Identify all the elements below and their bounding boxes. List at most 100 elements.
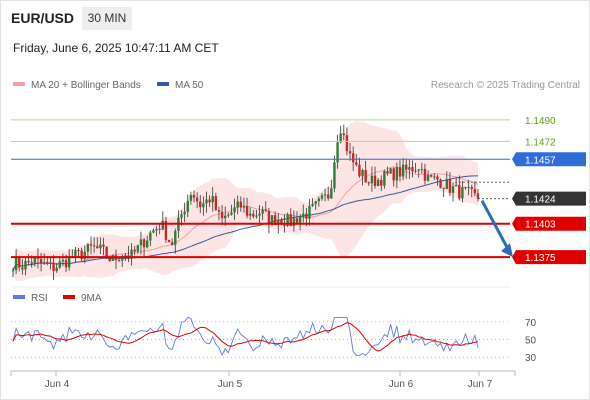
rsi-tick-label: 70 (525, 318, 537, 329)
candle-body (189, 195, 193, 201)
candle-body (105, 246, 108, 258)
candle-body (67, 256, 71, 268)
candle-body (351, 153, 355, 163)
candle-body (395, 167, 399, 181)
pivot-label: 1.1457 (525, 155, 556, 166)
candle-body (149, 232, 152, 241)
candle-body (302, 213, 305, 218)
candle-body (205, 199, 208, 204)
current-label-box (512, 191, 586, 206)
candle-body (242, 206, 246, 208)
candle-body (96, 246, 99, 249)
candle-body (43, 262, 46, 264)
x-tick-label: Jun 6 (389, 379, 414, 390)
candle-body (373, 175, 377, 186)
candle-body (211, 196, 214, 203)
candle-body (439, 179, 442, 188)
rsi-swatch (13, 295, 25, 300)
candle-body (376, 179, 380, 186)
candle-body (411, 167, 414, 172)
candle-body (64, 259, 68, 268)
ma20-swatch (13, 82, 25, 87)
candle-body (295, 218, 299, 224)
candle-body (224, 215, 227, 219)
candle-body (142, 239, 146, 248)
candle-body (423, 168, 427, 181)
candle-body (233, 207, 236, 213)
forecast-arrow-head (501, 243, 513, 258)
legend-9ma-label: 9MA (81, 293, 102, 304)
candle-body (367, 182, 370, 184)
candle-body (202, 203, 205, 208)
candle-body (99, 244, 102, 249)
candle-body (230, 212, 233, 215)
candle-body (108, 257, 111, 261)
candle-body (36, 257, 40, 259)
candle-body (277, 219, 280, 225)
candle-body (11, 270, 15, 272)
candle-body (158, 228, 161, 230)
candle-body (27, 260, 30, 263)
candle-body (414, 170, 417, 172)
credit-text: Research © 2025 Trading Central (430, 80, 580, 91)
symbol-title: EUR/USD (11, 10, 75, 26)
candle-body (167, 239, 171, 243)
candle-body (227, 214, 230, 216)
candle-body (286, 214, 289, 226)
resistance-label: 1.1472 (525, 137, 556, 148)
candle-body (280, 219, 283, 224)
candle-body (454, 184, 458, 187)
candle-body (364, 170, 367, 183)
candle-body (139, 239, 143, 246)
candle-body (77, 249, 80, 251)
candle-body (323, 194, 327, 196)
timeframe-badge[interactable]: 30 MIN (82, 7, 132, 30)
candle-body (258, 213, 261, 216)
candle-body (292, 218, 296, 227)
candle-body (239, 201, 243, 208)
candle-body (398, 167, 402, 177)
candle-body (470, 187, 473, 190)
candle-body (317, 198, 321, 202)
candle-body (464, 187, 467, 189)
ma50-line (12, 175, 479, 271)
candle-body (145, 240, 149, 248)
candle-body (102, 244, 105, 247)
candle-body (174, 230, 177, 245)
candle-body (170, 242, 174, 245)
candle-body (21, 267, 24, 270)
candle-body (24, 260, 27, 270)
candle-body (124, 255, 127, 257)
candle-body (461, 187, 464, 199)
candle-body (270, 215, 274, 225)
candle-body (442, 187, 445, 189)
candle-body (333, 162, 336, 189)
legend-9ma: 9MA (63, 293, 102, 304)
legend-ma20: MA 20 + Bollinger Bands (13, 80, 141, 91)
chart-datetime: Friday, June 6, 2025 10:47:11 AM CET (13, 41, 219, 55)
support-label-box (512, 216, 586, 231)
candle-body (451, 186, 455, 193)
x-tick-label: Jun 5 (218, 379, 243, 390)
candle-body (448, 179, 452, 193)
candle-body (320, 195, 324, 199)
candle-body (164, 220, 168, 240)
candle-body (83, 251, 86, 260)
current-price-label: 1.1424 (525, 195, 556, 206)
candle-body (345, 135, 349, 152)
candle-body (214, 196, 218, 211)
candle-body (136, 245, 140, 252)
candle-body (46, 262, 49, 264)
candle-body (426, 175, 430, 181)
candle-body (467, 187, 470, 189)
candle-body (248, 213, 252, 216)
candle-body (33, 257, 37, 264)
candle-body (195, 197, 199, 202)
candle-body (155, 228, 158, 231)
candle-body (186, 200, 189, 212)
x-tick-label: Jun 4 (45, 379, 70, 390)
candle-body (305, 213, 308, 219)
candle-body (52, 262, 55, 272)
bollinger-bands (13, 120, 478, 282)
candle-body (417, 169, 420, 171)
